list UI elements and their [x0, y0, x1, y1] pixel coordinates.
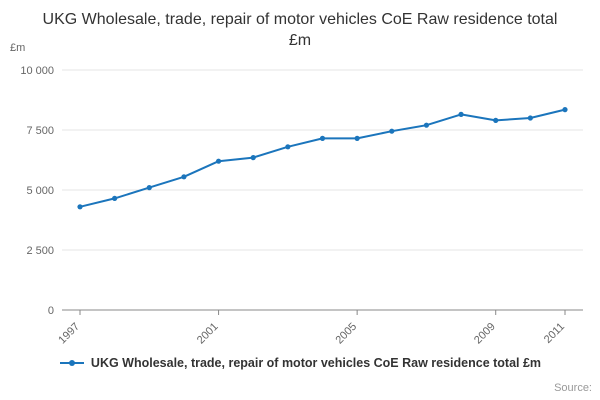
line-chart: 0 2 500 5 000 7 500 10 000 1997 2001 2005 2009 20… [20, 65, 583, 347]
chart-title: UKG Wholesale, trade, repair of motor ve… [42, 11, 558, 49]
legend-series-label: UKG Wholesale, trade, repair of motor ve… [90, 356, 542, 370]
svg-text:2009: 2009 [472, 321, 498, 347]
y-axis-unit-label: £m [10, 42, 26, 54]
svg-text:2 500: 2 500 [26, 245, 54, 257]
svg-text:10 000: 10 000 [20, 65, 54, 77]
source-label: Source: [554, 382, 592, 394]
svg-text:1997: 1997 [56, 321, 82, 347]
svg-text:0: 0 [48, 305, 54, 317]
svg-text:7 500: 7 500 [26, 125, 54, 137]
svg-text:2001: 2001 [195, 321, 221, 347]
legend-line-marker-icon [59, 360, 84, 366]
svg-text:5 000: 5 000 [26, 185, 54, 197]
svg-text:2005: 2005 [333, 321, 359, 347]
chart-legend[interactable]: UKG Wholesale, trade, repair of motor ve… [0, 356, 600, 370]
svg-text:2011: 2011 [542, 321, 567, 346]
